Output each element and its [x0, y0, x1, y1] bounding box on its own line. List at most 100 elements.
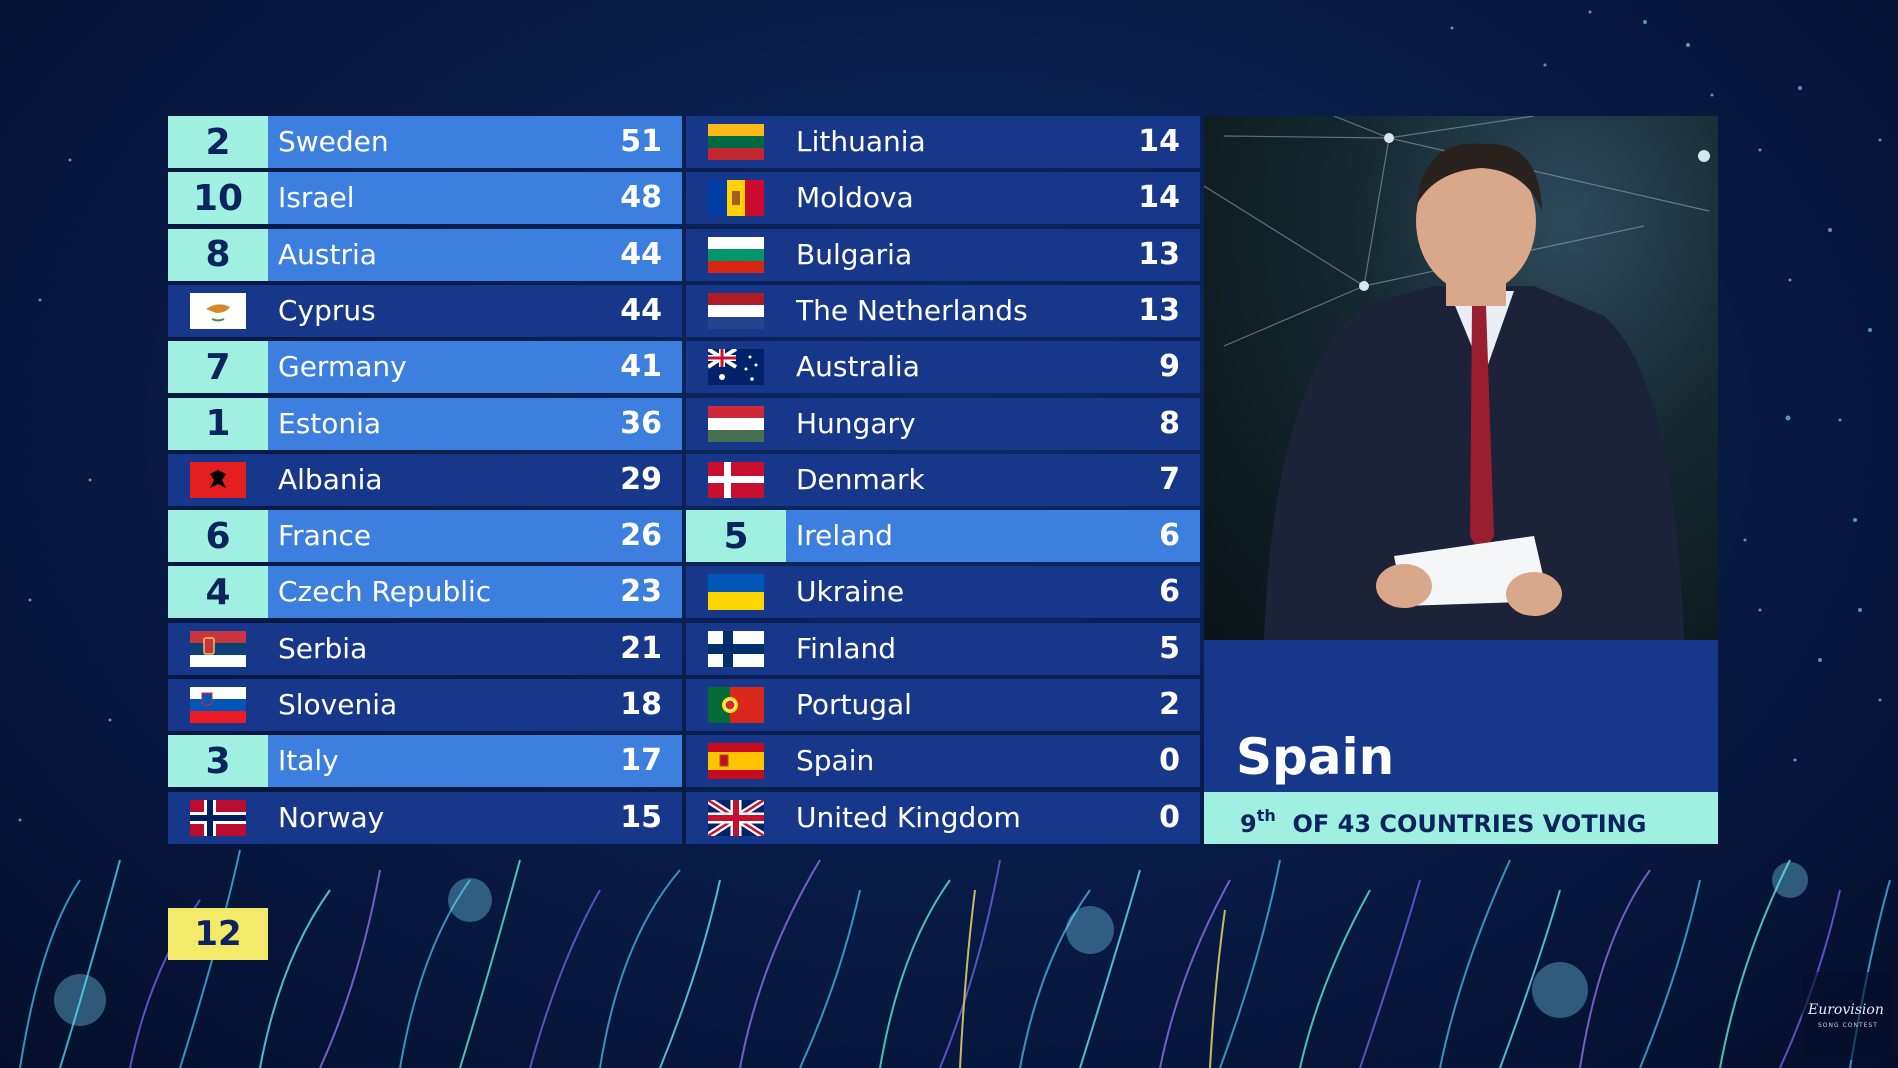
country-score: 51: [620, 124, 662, 159]
awarded-points-box: 10: [168, 172, 268, 225]
scoreboard-row: 10 Israel 48: [168, 172, 682, 225]
scoreboard-row: United Kingdom 0: [686, 791, 1200, 844]
country-name: Sweden: [278, 125, 389, 158]
country-score: 36: [620, 405, 662, 441]
awarded-points-box: 8: [168, 228, 268, 281]
serbia-flag-icon: [190, 630, 246, 667]
flag-cell: [686, 229, 786, 281]
slovenia-flag-icon: [190, 687, 246, 723]
country-score: 6: [1159, 518, 1180, 554]
portugal-flag-icon: [708, 687, 764, 723]
scoreboard-row: Norway 15: [168, 791, 682, 844]
country-score: 6: [1159, 574, 1180, 610]
awarded-points-box: 6: [168, 510, 268, 563]
scoreboard-row: Australia 9: [686, 341, 1200, 394]
scoreboard-row: 3 Italy 17: [168, 735, 682, 788]
scoreboard-row: Ukraine 6: [686, 566, 1200, 619]
country-score: 26: [620, 518, 662, 554]
awarded-points: 10: [192, 177, 244, 219]
country-score: 21: [620, 630, 662, 666]
country-score: 15: [620, 799, 662, 835]
flag-cell: [686, 792, 786, 844]
country-name: Bulgaria: [796, 237, 913, 271]
country-score: 2: [1159, 687, 1180, 722]
flag-cell: [686, 735, 786, 787]
country-score: 41: [620, 349, 662, 385]
voting-order-label: OF 43 COUNTRIES VOTING: [1292, 810, 1647, 838]
country-name: Serbia: [278, 631, 368, 665]
country-name: Denmark: [796, 462, 925, 496]
scoreboard-row: 4 Czech Republic 23: [168, 566, 682, 619]
scoreboard-row: 7 Germany 41: [168, 341, 682, 394]
scoreboard-row: Hungary 8: [686, 397, 1200, 450]
scoreboard-row: Albania 29: [168, 453, 682, 506]
country-score: 13: [1138, 236, 1180, 272]
country-score: 44: [620, 236, 662, 272]
awarded-points: 5: [723, 515, 749, 557]
awarded-points-box: 4: [168, 566, 268, 619]
eurovision-logo-tagline: SONG CONTEST: [1818, 1022, 1878, 1029]
awarded-points: 1: [205, 403, 231, 444]
scoreboard-row: Lithuania 14: [686, 116, 1200, 168]
voting-country-name: Spain: [1236, 728, 1395, 786]
country-name: Czech Republic: [278, 575, 492, 609]
country-score: 44: [620, 292, 662, 328]
country-name: United Kingdom: [796, 800, 1021, 834]
country-score: 8: [1159, 405, 1180, 441]
awarded-points: 8: [205, 234, 231, 276]
spain-flag-icon: [708, 743, 764, 780]
flag-cell: [686, 566, 786, 618]
country-name: Slovenia: [278, 688, 398, 721]
country-name: Lithuania: [796, 125, 926, 158]
country-name: Ireland: [796, 519, 893, 553]
scoreboard-row: Cyprus 44: [168, 284, 682, 337]
twelve-points-box: 12: [168, 908, 268, 960]
scoreboard-row: 5 Ireland 6: [686, 510, 1200, 563]
eurovision-logo-text: Eurovision: [1808, 1002, 1884, 1018]
australia-flag-icon: [708, 349, 764, 386]
awarded-points-box: 3: [168, 735, 268, 788]
moldova-flag-icon: [708, 180, 764, 217]
country-score: 29: [620, 461, 662, 497]
flag-cell: [168, 623, 268, 675]
scoreboard-row: 1 Estonia 36: [168, 397, 682, 450]
hungary-flag-icon: [708, 405, 764, 442]
flag-cell: [686, 116, 786, 168]
awarded-points: 2: [205, 121, 231, 163]
bulgaria-flag-icon: [708, 236, 764, 273]
scoreboard-row: Denmark 7: [686, 453, 1200, 506]
country-score: 18: [620, 687, 662, 722]
scoreboard-row: Portugal 2: [686, 679, 1200, 731]
country-name: Germany: [278, 350, 407, 384]
country-score: 0: [1159, 799, 1180, 835]
awarded-points-box: 5: [686, 510, 786, 563]
country-name: Norway: [278, 800, 385, 834]
awarded-points-box: 2: [168, 116, 268, 168]
country-score: 0: [1159, 743, 1180, 779]
flag-cell: [168, 792, 268, 844]
country-score: 14: [1138, 124, 1180, 159]
scoreboard-row: 6 France 26: [168, 510, 682, 563]
flag-cell: [686, 398, 786, 450]
country-name: Spain: [796, 744, 875, 778]
awarded-points: 4: [205, 571, 231, 613]
awarded-points-box: 1: [168, 397, 268, 450]
flag-cell: [686, 341, 786, 393]
finland-flag-icon: [708, 630, 764, 667]
awarded-points-box: 7: [168, 341, 268, 394]
country-name: Israel: [278, 181, 355, 215]
voting-country-panel: Spain: [1204, 640, 1718, 792]
ukraine-flag-icon: [708, 574, 764, 611]
country-name: Albania: [278, 462, 383, 496]
voting-order-suffix: th: [1256, 806, 1276, 825]
eurovision-logo: Eurovision SONG CONTEST: [1802, 972, 1890, 1060]
albania-flag-icon: [190, 461, 246, 498]
scoreboard-row: Slovenia 18: [168, 679, 682, 731]
country-score: 17: [620, 743, 662, 779]
country-name: Estonia: [278, 406, 382, 440]
country-score: 5: [1159, 630, 1180, 666]
scoreboard-row: Serbia 21: [168, 622, 682, 675]
country-name: Cyprus: [278, 293, 376, 327]
country-score: 13: [1138, 292, 1180, 328]
lithuania-flag-icon: [708, 124, 764, 160]
